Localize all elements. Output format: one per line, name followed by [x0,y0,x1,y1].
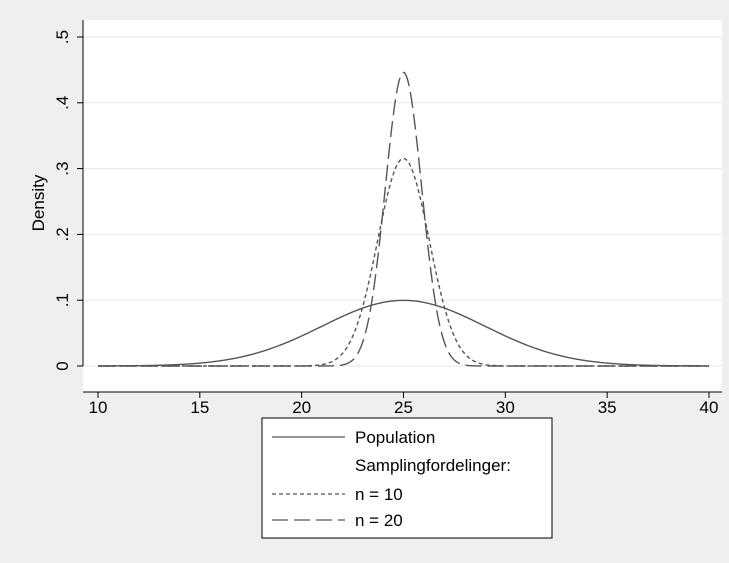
legend: Population Samplingfordelinger: n = 10 n… [261,417,553,539]
legend-label-n20: n = 20 [355,511,403,530]
x-tick-label: 15 [190,398,209,417]
legend-label-population: Population [355,428,435,447]
y-tick-label: 0 [53,361,72,370]
series-layer [98,71,709,367]
y-tick-label: .5 [53,30,72,44]
y-tick-label: .4 [53,96,72,110]
y-tick-label: .2 [53,227,72,241]
x-tick-label: 25 [394,398,413,417]
legend-label-n10: n = 10 [355,485,403,504]
y-axis-title: Density [29,174,48,231]
series-line-n20 [98,71,709,367]
axes [77,20,722,398]
gridlines [83,36,722,367]
x-tick-label: 10 [89,398,108,417]
series-line-population [98,299,709,367]
legend-box [261,417,553,539]
y-tick-label: .1 [53,293,72,307]
plot-region [83,20,722,392]
x-tick-label: 40 [700,398,719,417]
x-tick-label: 20 [292,398,311,417]
y-tick-label: .3 [53,162,72,176]
legend-heading: Samplingfordelinger: [355,456,511,475]
x-tick-label: 35 [598,398,617,417]
tick-labels: 0 .1 .2 .3 .4 .5 10 15 20 25 30 35 40 [53,30,718,417]
x-tick-label: 30 [496,398,515,417]
